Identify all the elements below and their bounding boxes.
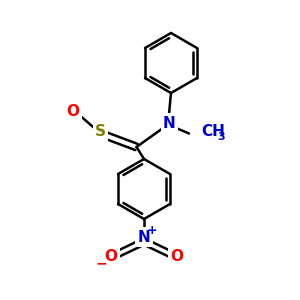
Text: N: N [163, 116, 176, 130]
Text: S: S [95, 124, 106, 139]
Text: −: − [95, 256, 107, 270]
Text: O: O [170, 249, 184, 264]
Text: CH: CH [202, 124, 226, 140]
Text: N: N [138, 230, 150, 244]
Text: 3: 3 [217, 132, 225, 142]
Text: +: + [147, 224, 158, 237]
Text: O: O [104, 249, 118, 264]
Text: O: O [66, 103, 80, 118]
